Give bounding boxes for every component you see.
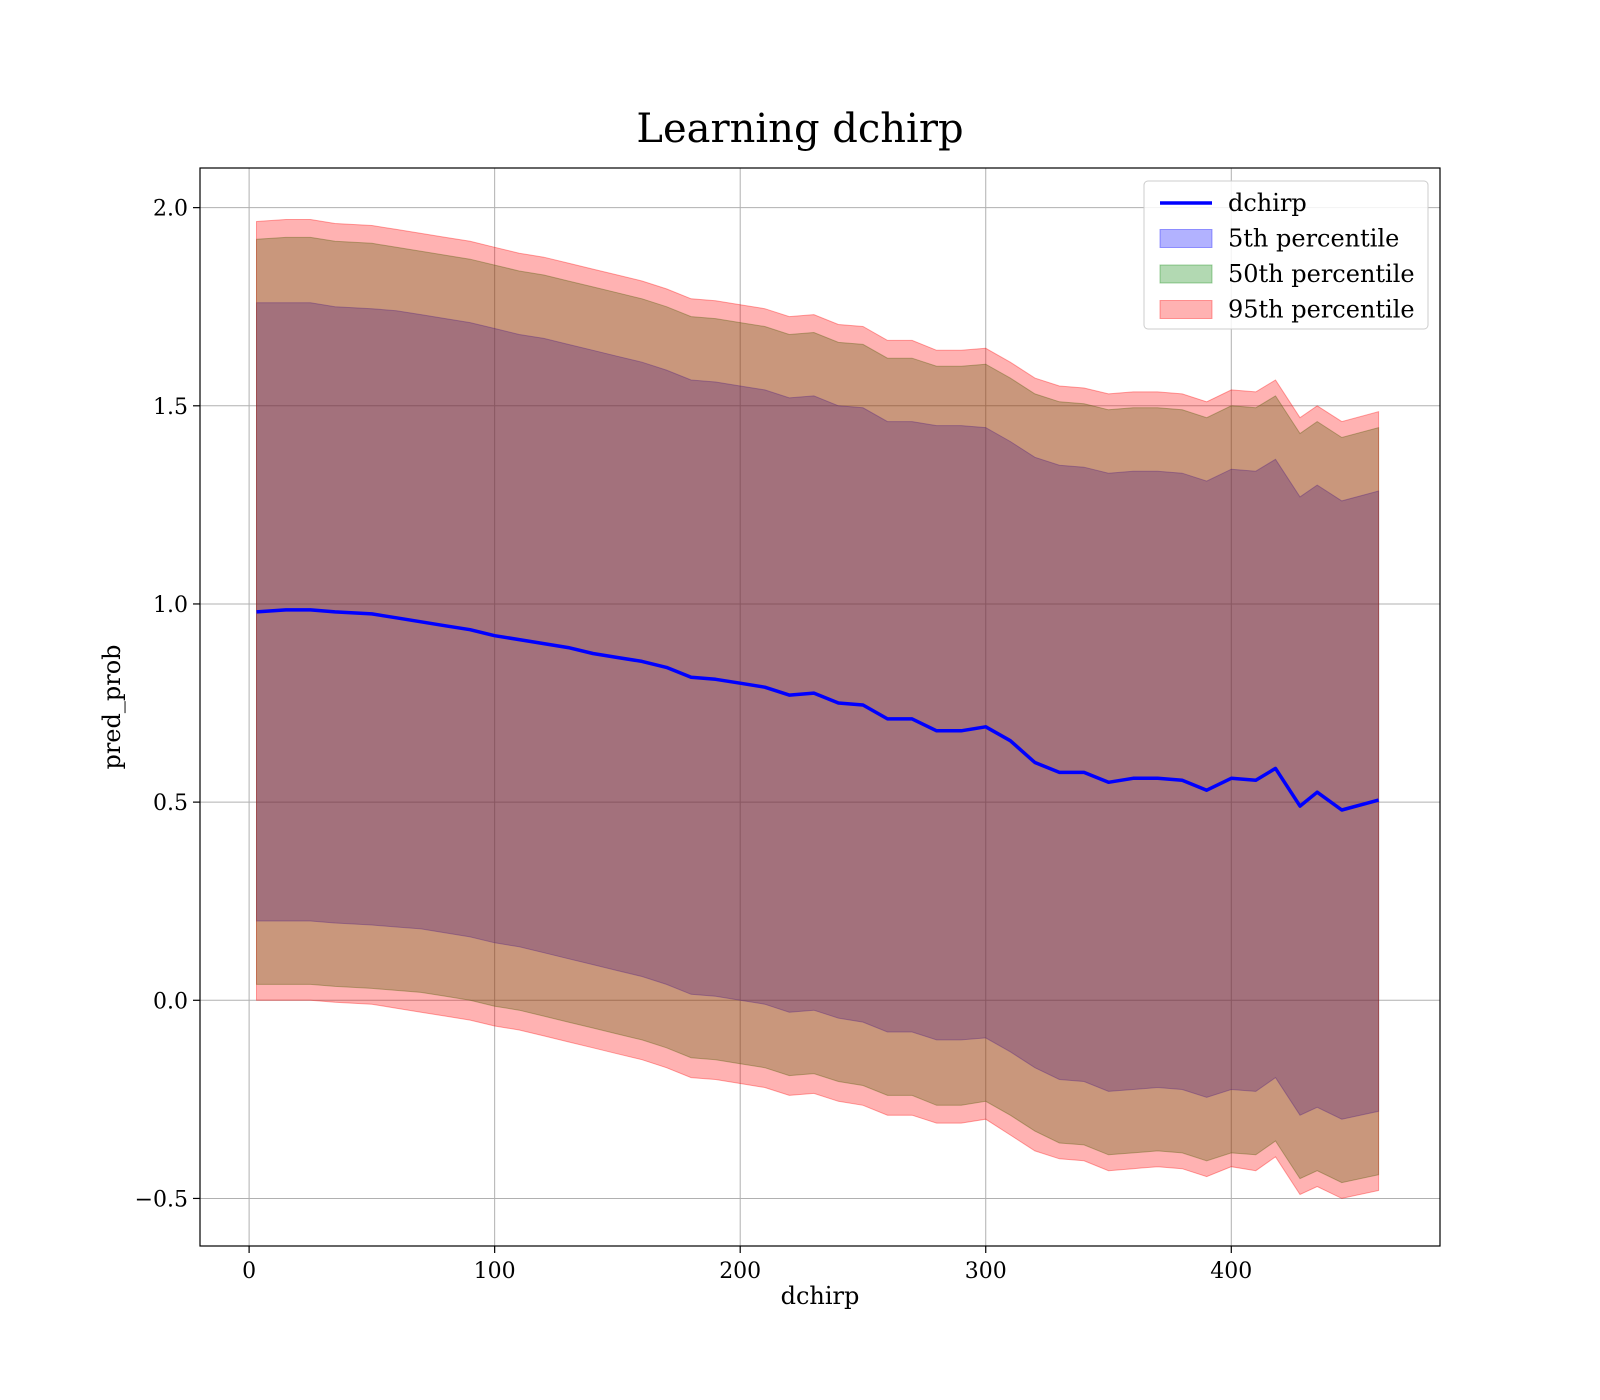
plot-frame bbox=[199, 167, 1441, 1247]
legend-swatch-band bbox=[1159, 264, 1213, 284]
legend-swatch-band bbox=[1159, 229, 1213, 248]
band-layer bbox=[256, 219, 1380, 1199]
y-tick-label: 1.0 bbox=[153, 593, 188, 618]
y-axis-label: pred_prob bbox=[98, 644, 126, 769]
chart-title: Learning dchirp bbox=[636, 106, 963, 152]
x-tick-label: 200 bbox=[719, 1259, 761, 1284]
x-axis-label: dchirp bbox=[781, 1282, 860, 1310]
x-tick-label: 100 bbox=[474, 1259, 516, 1284]
legend-swatch-band bbox=[1159, 300, 1213, 319]
tick-layer: 0 100 200 300 400 −0.5 0.0 0.5 1.0 1.5 2.0 bbox=[135, 197, 1253, 1284]
legend: dchirp 5th percentile 50th percentile 95th … bbox=[1143, 180, 1429, 330]
legend-label: 95th percentile bbox=[1228, 296, 1415, 324]
y-tick-label: 2.0 bbox=[153, 197, 188, 222]
y-tick-label: −0.5 bbox=[135, 1187, 188, 1212]
series-line-dchirp bbox=[256, 608, 1380, 812]
y-tick-label: 0.5 bbox=[153, 791, 188, 816]
band-5th-percentile bbox=[256, 302, 1380, 1120]
band-95th-percentile bbox=[256, 219, 1380, 1199]
x-tick-label: 400 bbox=[1210, 1259, 1252, 1284]
x-tick-label: 300 bbox=[965, 1259, 1007, 1284]
line-layer bbox=[256, 608, 1380, 812]
legend-label: 50th percentile bbox=[1228, 260, 1415, 288]
y-tick-label: 0.0 bbox=[153, 989, 188, 1014]
legend-items: dchirp 5th percentile 50th percentile 95th … bbox=[1159, 189, 1415, 324]
x-tick-label: 0 bbox=[242, 1259, 256, 1284]
legend-label: 5th percentile bbox=[1228, 225, 1399, 253]
legend-label: dchirp bbox=[1228, 189, 1307, 217]
y-tick-label: 1.5 bbox=[153, 395, 188, 420]
band-50th-percentile bbox=[256, 236, 1380, 1184]
legend-frame bbox=[1143, 180, 1429, 330]
